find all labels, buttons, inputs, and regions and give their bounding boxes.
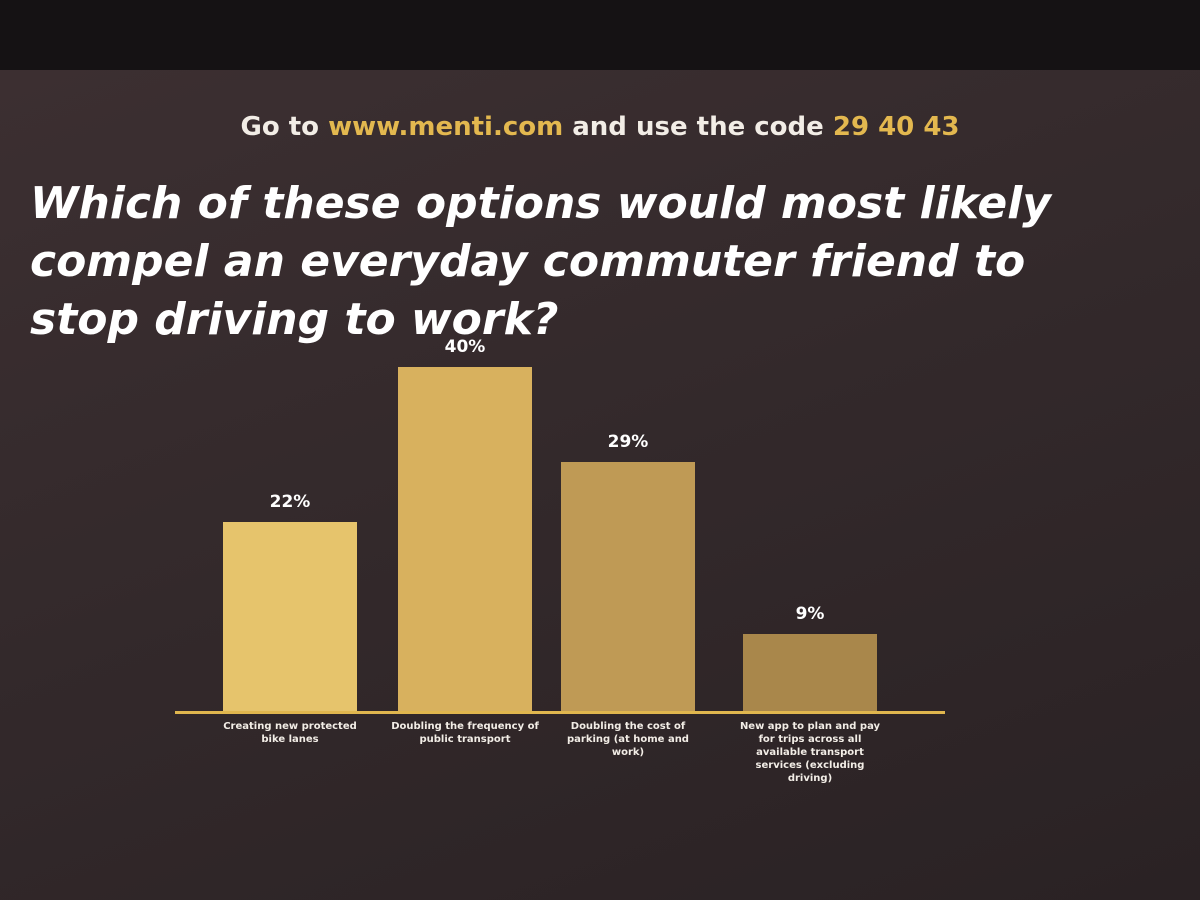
header-text: and use the code [572,112,824,142]
category-label: Doubling the frequency of public transpo… [391,721,539,745]
value-label: 29% [607,431,649,452]
bar [561,461,695,711]
category-label: Creating new protected bike lanes [223,721,357,745]
join-instructions: Go to www.menti.com and use the code 29 … [0,112,1200,142]
value-label: 40% [444,337,486,357]
category-label: Doubling the cost of parking (at home an… [567,721,689,758]
bar [223,521,357,711]
header-text: Go to [240,112,320,142]
value-label: 9% [795,603,825,624]
bar [743,633,877,711]
code: 29 40 43 [832,112,960,142]
baseline [175,711,945,714]
url: www.menti.com [328,112,564,142]
top-band [0,0,1200,70]
value-label: 22% [269,491,311,512]
bar [398,367,532,711]
category-label: New app to plan and pay for trips across… [739,721,881,784]
chart-title: Which of these options would most likely… [30,178,1051,345]
